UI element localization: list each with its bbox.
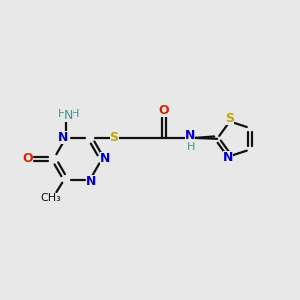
Text: N: N — [184, 129, 195, 142]
Text: S: S — [110, 131, 118, 144]
Text: N: N — [58, 131, 69, 144]
Text: N: N — [86, 175, 97, 188]
Text: H: H — [58, 110, 66, 119]
Text: N: N — [64, 109, 74, 122]
Text: S: S — [225, 112, 234, 125]
Text: CH₃: CH₃ — [40, 193, 61, 203]
Text: H: H — [187, 142, 195, 152]
Text: O: O — [22, 152, 33, 165]
Text: H: H — [70, 110, 79, 119]
Text: O: O — [159, 104, 170, 117]
Text: N: N — [223, 151, 233, 164]
Text: N: N — [100, 152, 110, 165]
